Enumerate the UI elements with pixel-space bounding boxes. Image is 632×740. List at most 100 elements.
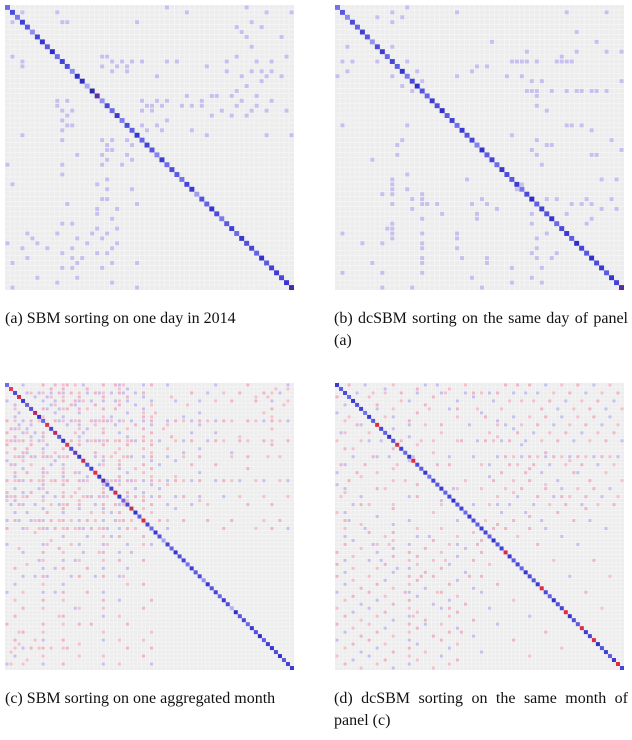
diagonal-cell [39, 39, 45, 45]
off-diagonal-cell [222, 495, 226, 499]
off-diagonal-cell [451, 487, 455, 491]
off-diagonal-cell [475, 64, 479, 69]
off-diagonal-cell [77, 642, 81, 646]
off-diagonal-cell [616, 391, 620, 395]
off-diagonal-cell [174, 399, 178, 403]
off-diagonal-cell [278, 455, 282, 459]
diagonal-cell [539, 206, 545, 212]
off-diagonal-cell [564, 503, 568, 507]
off-diagonal-cell [529, 211, 534, 216]
diagonal-cell [269, 265, 275, 271]
off-diagonal-cell [608, 487, 612, 491]
off-diagonal-cell [544, 415, 548, 419]
off-diagonal-cell [234, 25, 239, 30]
off-diagonal-cell [544, 451, 548, 455]
off-diagonal-cell [259, 79, 264, 84]
off-diagonal-cell [588, 519, 592, 523]
off-diagonal-cell [141, 534, 145, 538]
off-diagonal-cell [484, 64, 489, 69]
off-diagonal-cell [554, 59, 559, 64]
diagonal-cell [614, 280, 620, 286]
off-diagonal-cell [552, 423, 556, 427]
off-diagonal-cell [61, 395, 65, 399]
off-diagonal-cell [29, 423, 33, 427]
off-diagonal-cell [270, 443, 274, 447]
off-diagonal-cell [77, 419, 81, 423]
diagonal-cell [104, 103, 110, 109]
off-diagonal-cell [5, 439, 9, 443]
off-diagonal-cell [229, 113, 234, 118]
off-diagonal-cell [110, 261, 115, 265]
off-diagonal-cell [33, 503, 37, 507]
off-diagonal-cell [584, 590, 588, 594]
diagonal-cell [273, 650, 278, 655]
diagonal-cell [444, 113, 450, 119]
off-diagonal-cell [77, 519, 81, 523]
off-diagonal-cell [65, 113, 70, 118]
off-diagonal-cell [17, 503, 21, 507]
diagonal-cell [59, 59, 65, 64]
diagonal-cell [599, 265, 605, 271]
off-diagonal-cell [407, 606, 411, 610]
off-diagonal-cell [25, 495, 29, 499]
off-diagonal-cell [335, 654, 339, 658]
off-diagonal-cell [574, 49, 579, 54]
diagonal-cell [281, 658, 286, 663]
off-diagonal-cell [73, 471, 77, 475]
off-diagonal-cell [109, 479, 113, 483]
off-diagonal-cell [41, 475, 45, 479]
off-diagonal-cell [101, 455, 105, 459]
off-diagonal-cell [85, 566, 89, 570]
off-diagonal-cell [57, 407, 61, 411]
off-diagonal-cell [150, 598, 154, 602]
off-diagonal-cell [55, 103, 60, 108]
off-diagonal-cell [25, 431, 29, 435]
diagonal-cell [364, 34, 370, 40]
off-diagonal-cell [279, 74, 284, 79]
off-diagonal-cell [614, 177, 619, 182]
off-diagonal-cell [49, 479, 53, 483]
off-diagonal-cell [133, 391, 137, 395]
off-diagonal-cell [470, 202, 475, 206]
off-diagonal-cell [340, 231, 345, 236]
diagonal-cell [559, 226, 565, 232]
off-diagonal-cell [5, 499, 9, 503]
off-diagonal-cell [141, 507, 145, 511]
off-diagonal-cell [61, 419, 65, 423]
off-diagonal-cell [133, 403, 137, 407]
off-diagonal-cell [61, 391, 65, 395]
off-diagonal-cell [101, 487, 105, 491]
off-diagonal-cell [13, 427, 17, 431]
off-diagonal-cell [110, 246, 115, 251]
off-diagonal-cell [264, 10, 269, 15]
off-diagonal-cell [5, 241, 10, 246]
off-diagonal-cell [93, 403, 97, 407]
off-diagonal-cell [375, 403, 379, 407]
diagonal-cell [125, 502, 130, 507]
off-diagonal-cell [65, 527, 69, 530]
off-diagonal-cell [85, 479, 89, 483]
off-diagonal-cell [427, 534, 431, 538]
diagonal-cell [479, 147, 485, 153]
off-diagonal-cell [375, 662, 379, 666]
off-diagonal-cell [544, 630, 548, 634]
off-diagonal-cell [579, 202, 584, 206]
off-diagonal-cell [29, 439, 33, 443]
off-diagonal-cell [588, 407, 592, 411]
off-diagonal-cell [21, 503, 25, 507]
diagonal-cell [229, 606, 234, 611]
off-diagonal-cell [391, 530, 395, 534]
off-diagonal-cell [109, 455, 113, 459]
off-diagonal-cell [516, 383, 520, 387]
off-diagonal-cell [65, 503, 69, 507]
off-diagonal-cell [604, 407, 608, 411]
off-diagonal-cell [95, 182, 100, 187]
off-diagonal-cell [343, 487, 347, 491]
diagonal-cell [355, 402, 360, 407]
off-diagonal-cell [484, 415, 488, 419]
off-diagonal-cell [17, 423, 21, 427]
off-diagonal-cell [101, 590, 105, 594]
off-diagonal-cell [115, 226, 120, 231]
diagonal-cell [254, 250, 260, 256]
diagonal-cell [209, 586, 214, 591]
